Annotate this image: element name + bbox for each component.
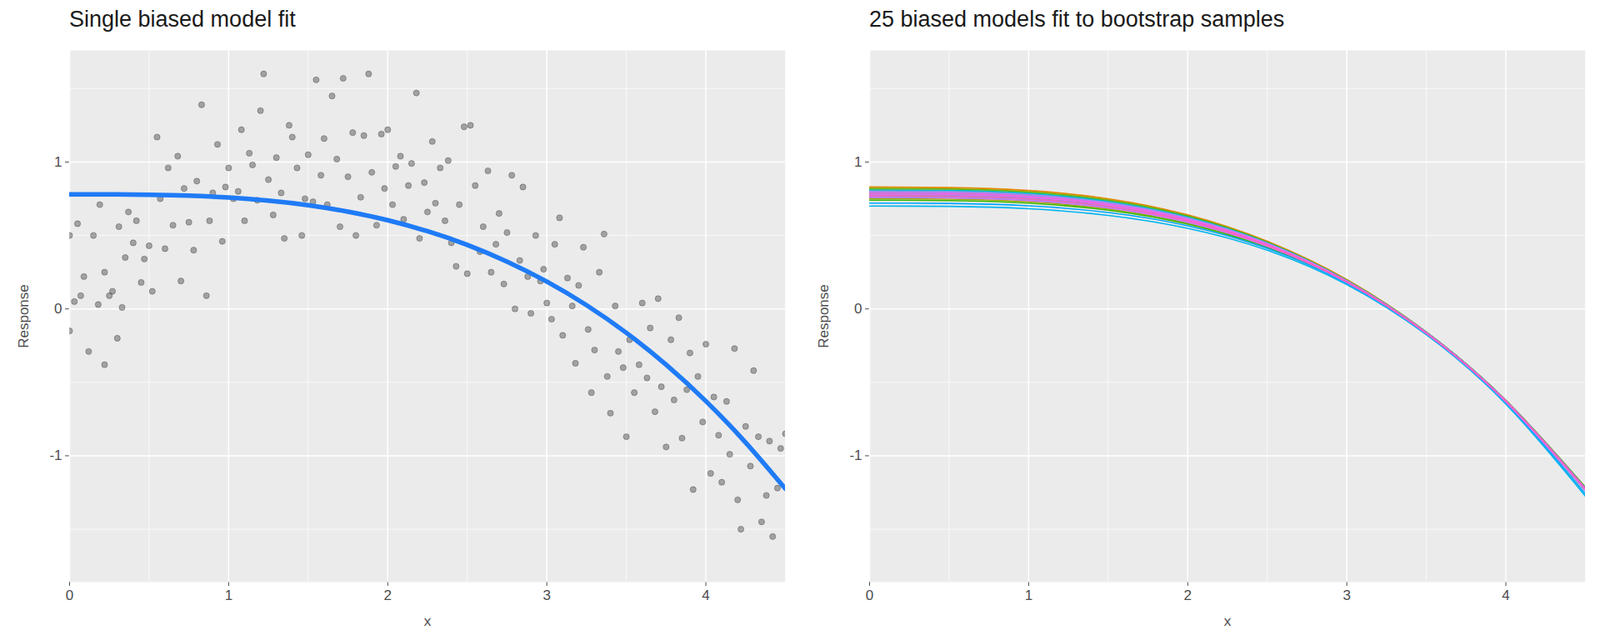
svg-text:3: 3 [542, 587, 550, 604]
svg-text:4: 4 [701, 587, 710, 604]
svg-text:3: 3 [1342, 587, 1350, 604]
svg-text:1: 1 [225, 587, 233, 604]
svg-text:-1: -1 [849, 447, 862, 464]
svg-text:2: 2 [384, 587, 392, 604]
svg-text:1: 1 [54, 154, 62, 170]
svg-text:x: x [424, 613, 432, 630]
svg-text:-1: -1 [49, 447, 62, 464]
svg-text:0: 0 [54, 300, 62, 317]
svg-text:Response: Response [15, 284, 32, 349]
svg-text:0: 0 [854, 300, 862, 317]
svg-text:0: 0 [65, 587, 74, 604]
svg-text:0: 0 [865, 587, 874, 604]
html-text:Single biased model fit: Single biased model fit [69, 6, 296, 32]
svg-text:1: 1 [1025, 587, 1033, 604]
svg-text:2: 2 [1184, 587, 1192, 604]
html-text:25 biased models fit to bootst: 25 biased models fit to bootstrap sample… [869, 6, 1285, 32]
svg-text:x: x [1224, 613, 1232, 630]
svg-text:4: 4 [1501, 587, 1510, 604]
svg-text:Response: Response [815, 284, 832, 349]
svg-text:1: 1 [854, 154, 862, 170]
